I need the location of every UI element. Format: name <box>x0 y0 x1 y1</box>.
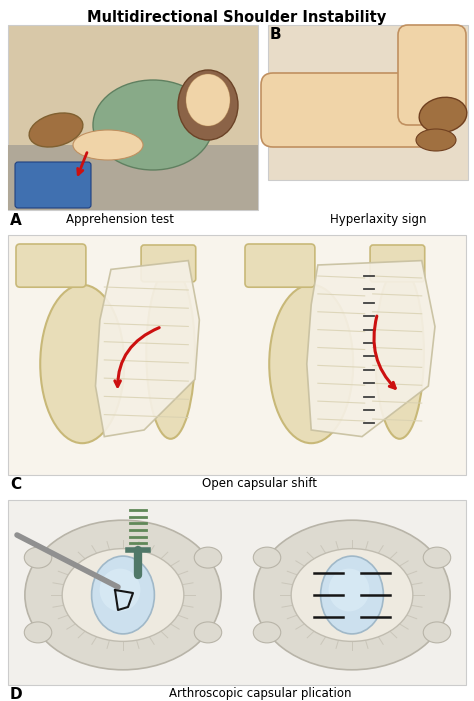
Text: A: A <box>10 213 22 228</box>
Ellipse shape <box>328 569 369 611</box>
Ellipse shape <box>24 547 52 568</box>
FancyBboxPatch shape <box>398 25 466 125</box>
Polygon shape <box>307 261 435 437</box>
FancyBboxPatch shape <box>16 244 86 287</box>
Ellipse shape <box>40 285 124 443</box>
Text: Hyperlaxity sign: Hyperlaxity sign <box>330 213 426 226</box>
Ellipse shape <box>24 622 52 643</box>
Ellipse shape <box>194 547 222 568</box>
Bar <box>8 235 466 475</box>
Ellipse shape <box>253 547 281 568</box>
FancyBboxPatch shape <box>245 244 315 287</box>
Text: Arthroscopic capsular plication: Arthroscopic capsular plication <box>169 687 351 700</box>
Ellipse shape <box>178 70 238 140</box>
FancyBboxPatch shape <box>261 73 440 147</box>
Text: Multidirectional Shoulder Instability: Multidirectional Shoulder Instability <box>87 10 387 25</box>
Bar <box>8 500 466 685</box>
Ellipse shape <box>73 130 143 160</box>
FancyBboxPatch shape <box>15 162 91 208</box>
Ellipse shape <box>375 267 424 439</box>
Bar <box>8 145 258 210</box>
Text: D: D <box>10 687 23 701</box>
Ellipse shape <box>29 113 83 147</box>
Ellipse shape <box>91 556 155 634</box>
Text: Apprehension test: Apprehension test <box>66 213 174 226</box>
Ellipse shape <box>416 129 456 151</box>
Text: B: B <box>270 27 282 42</box>
Ellipse shape <box>186 74 230 126</box>
FancyBboxPatch shape <box>370 245 425 282</box>
Text: C: C <box>10 477 21 492</box>
Bar <box>268 25 468 180</box>
Ellipse shape <box>269 285 353 443</box>
Ellipse shape <box>100 569 140 611</box>
Ellipse shape <box>320 556 383 634</box>
Ellipse shape <box>194 622 222 643</box>
Ellipse shape <box>25 520 221 669</box>
Ellipse shape <box>62 549 184 641</box>
Bar <box>8 25 258 210</box>
Ellipse shape <box>291 549 413 641</box>
Ellipse shape <box>419 97 467 132</box>
Ellipse shape <box>93 80 213 170</box>
Ellipse shape <box>423 547 451 568</box>
FancyBboxPatch shape <box>141 245 196 282</box>
Ellipse shape <box>254 520 450 669</box>
Ellipse shape <box>253 622 281 643</box>
Polygon shape <box>95 261 200 437</box>
Ellipse shape <box>146 267 195 439</box>
Ellipse shape <box>423 622 451 643</box>
Text: Open capsular shift: Open capsular shift <box>202 477 318 490</box>
